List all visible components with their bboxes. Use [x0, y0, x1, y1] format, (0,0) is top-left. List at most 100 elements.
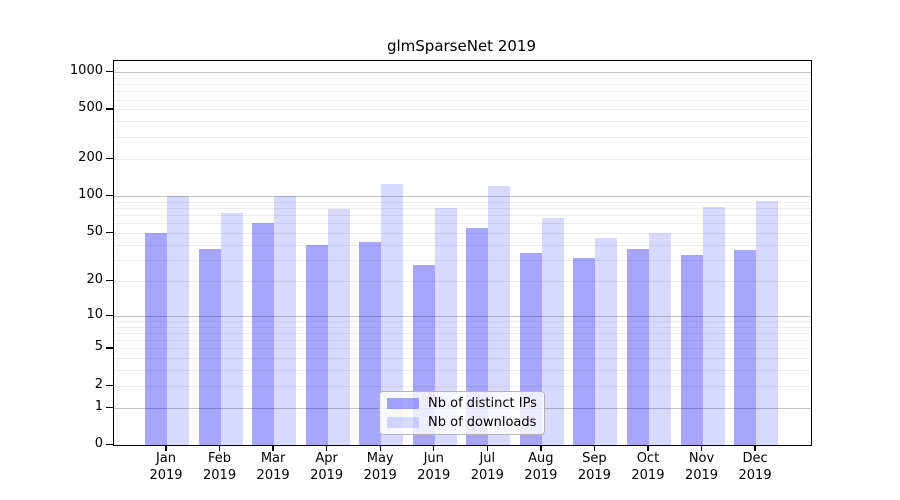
bar-downloads-jul: [488, 186, 511, 445]
x-tick-mark: [379, 445, 381, 452]
y-tick-label: 50: [86, 223, 103, 239]
bar-ips-oct: [626, 248, 649, 445]
y-tick-label: 5: [94, 339, 103, 355]
x-tick-label: Jul 2019: [455, 451, 519, 484]
x-tick-month: Aug: [528, 451, 554, 466]
x-tick-mark: [272, 445, 274, 452]
x-tick-year: 2019: [149, 467, 183, 483]
x-tick-label: Oct 2019: [616, 451, 680, 484]
legend-item-label: Nb of distinct IPs: [428, 396, 537, 412]
bar-downloads-aug: [541, 218, 564, 445]
bar-downloads-mar: [274, 195, 297, 445]
x-tick-mark: [486, 445, 488, 452]
y-tick-mark: [106, 157, 113, 159]
minor-gridline: [114, 121, 811, 123]
major-gridline: [114, 72, 811, 74]
x-tick-year: 2019: [631, 467, 665, 483]
bar-downloads-nov: [702, 206, 725, 445]
bar-ips-jan: [145, 232, 167, 445]
y-tick-label: 0: [94, 436, 103, 452]
minor-gridline: [114, 332, 811, 334]
minor-gridline: [114, 223, 811, 225]
x-tick-month: Apr: [315, 451, 338, 466]
minor-gridline: [114, 348, 811, 350]
minor-gridline: [114, 340, 811, 342]
legend-row-ips: Nb of distinct IPs: [387, 396, 537, 412]
bar-downloads-sep: [595, 238, 618, 445]
y-tick-mark: [106, 384, 113, 387]
major-gridline: [114, 195, 811, 198]
x-tick-year: 2019: [203, 467, 237, 483]
y-tick-label: 200: [78, 149, 103, 165]
x-tick-label: Feb 2019: [188, 451, 252, 484]
y-tick-label: 100: [78, 186, 103, 202]
x-tick-mark: [165, 445, 167, 452]
minor-gridline: [114, 91, 811, 93]
bar-downloads-apr: [327, 209, 350, 445]
legend-row-downloads: Nb of downloads: [387, 415, 537, 431]
x-tick-month: May: [366, 451, 394, 466]
bar-downloads-jun: [434, 207, 457, 445]
legend-swatch-ips: [387, 398, 419, 410]
x-tick-month: Sep: [582, 451, 607, 466]
x-tick-label: May 2019: [348, 451, 412, 484]
bar-downloads-feb: [220, 212, 243, 445]
x-tick-label: Mar 2019: [241, 451, 305, 484]
major-gridline: [114, 315, 811, 317]
x-tick-year: 2019: [310, 467, 344, 483]
y-tick-mark: [106, 314, 113, 316]
minor-gridline: [114, 136, 811, 138]
y-tick-mark: [106, 347, 113, 349]
bar-downloads-jan: [167, 195, 189, 445]
y-tick-mark: [106, 279, 113, 281]
x-tick-month: Jun: [423, 451, 444, 466]
y-tick-mark: [106, 108, 113, 110]
bar-downloads-dec: [756, 201, 779, 445]
x-tick-year: 2019: [684, 467, 719, 483]
minor-gridline: [114, 320, 811, 322]
x-tick-month: Jul: [479, 451, 496, 466]
bar-ips-nov: [680, 254, 703, 445]
minor-gridline: [114, 201, 811, 203]
bar-ips-feb: [198, 248, 221, 445]
minor-gridline: [114, 280, 811, 282]
x-tick-mark: [540, 445, 542, 452]
x-tick-mark: [325, 445, 328, 452]
x-tick-year: 2019: [363, 467, 397, 483]
minor-gridline: [114, 207, 811, 209]
x-tick-label: Sep 2019: [562, 451, 626, 484]
x-tick-mark: [754, 445, 756, 452]
minor-gridline: [114, 109, 811, 111]
x-tick-mark: [433, 445, 435, 452]
x-tick-year: 2019: [470, 467, 504, 483]
y-tick-label: 1000: [69, 63, 103, 79]
minor-gridline: [114, 326, 811, 328]
minor-gridline: [114, 385, 811, 387]
plot-area: [113, 60, 812, 446]
y-tick-label: 20: [86, 271, 103, 287]
y-tick-mark: [106, 406, 113, 409]
minor-gridline: [114, 215, 811, 216]
x-tick-label: Aug 2019: [509, 451, 573, 484]
x-tick-month: Oct: [636, 451, 660, 466]
minor-gridline: [114, 358, 811, 360]
x-tick-month: Mar: [260, 451, 286, 466]
minor-gridline: [114, 232, 811, 234]
x-tick-year: 2019: [256, 467, 290, 483]
y-tick-mark: [106, 231, 113, 234]
x-tick-mark: [593, 445, 596, 452]
x-tick-label: Jan 2019: [134, 451, 198, 484]
bar-downloads-may: [381, 184, 404, 445]
x-tick-month: Nov: [688, 451, 715, 466]
x-tick-month: Feb: [208, 451, 232, 466]
bar-ips-mar: [252, 223, 275, 445]
x-tick-mark: [647, 445, 649, 452]
minor-gridline: [114, 370, 811, 372]
minor-gridline: [114, 77, 811, 79]
y-tick-label: 10: [86, 306, 103, 322]
x-tick-year: 2019: [577, 467, 611, 483]
bar-ips-dec: [734, 250, 757, 445]
x-tick-year: 2019: [738, 467, 772, 483]
x-tick-label: Jun 2019: [402, 451, 466, 484]
x-tick-month: Dec: [742, 451, 768, 466]
